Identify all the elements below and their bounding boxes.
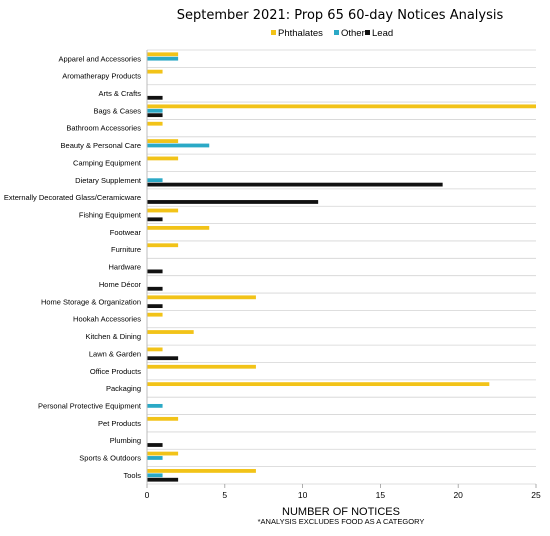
x-tick-label: 15 bbox=[376, 490, 386, 500]
bar-phthalates-sports-outdoors bbox=[147, 451, 179, 456]
x-tick-label: 25 bbox=[531, 490, 541, 500]
x-tick-label: 20 bbox=[453, 490, 463, 500]
legend-label-lead: Lead bbox=[372, 28, 393, 39]
bar-phthalates-pet-products bbox=[147, 416, 179, 421]
bar-phthalates-tools bbox=[147, 469, 256, 473]
bar-other-sports-outdoors bbox=[147, 456, 163, 460]
legend: Phthalates Other Lead bbox=[271, 28, 393, 39]
category-label-bathroom-accessories: Bathroom Accessories bbox=[66, 124, 141, 133]
category-label-office-products: Office Products bbox=[90, 367, 141, 376]
category-label-home-storage-organization: Home Storage & Organization bbox=[41, 297, 141, 306]
category-label-lawn-garden: Lawn & Garden bbox=[89, 349, 141, 358]
category-label-personal-protective-equipment: Personal Protective Equipment bbox=[38, 401, 142, 410]
bar-phthalates-apparel-and-accessories bbox=[147, 52, 179, 57]
bar-lead-arts-crafts bbox=[147, 95, 163, 100]
category-label-hookah-accessories: Hookah Accessories bbox=[73, 315, 141, 324]
bar-lead-tools bbox=[147, 477, 179, 482]
bar-phthalates-bathroom-accessories bbox=[147, 121, 163, 126]
bar-phthalates-camping-equipment bbox=[147, 156, 179, 161]
footnote: *ANALYSIS EXCLUDES FOOD AS A CATEGORY bbox=[258, 517, 425, 526]
bar-phthalates-aromatherapy-products bbox=[147, 69, 163, 74]
bar-phthalates-office-products bbox=[147, 364, 256, 369]
category-label-sports-outdoors: Sports & Outdoors bbox=[79, 454, 141, 463]
category-label-pet-products: Pet Products bbox=[98, 419, 141, 428]
bar-lead-hardware bbox=[147, 269, 163, 274]
category-label-home-d-cor: Home Décor bbox=[99, 280, 142, 289]
bar-lead-home-d-cor bbox=[147, 286, 163, 291]
bar-phthalates-packaging bbox=[147, 382, 490, 387]
x-tick-label: 10 bbox=[298, 490, 308, 500]
x-tick-label: 5 bbox=[222, 490, 227, 500]
bar-phthalates-bags-cases bbox=[147, 104, 536, 109]
bar-lead-home-storage-organization bbox=[147, 304, 163, 309]
bar-lead-bags-cases bbox=[147, 113, 163, 118]
category-label-camping-equipment: Camping Equipment bbox=[73, 158, 142, 167]
category-label-aromatherapy-products: Aromatherapy Products bbox=[62, 72, 141, 81]
bar-other-beauty-personal-care bbox=[147, 143, 210, 148]
legend-swatch-phthalates bbox=[271, 30, 276, 35]
category-label-hardware: Hardware bbox=[108, 263, 141, 272]
bar-phthalates-furniture bbox=[147, 243, 179, 248]
x-axis-ticks: 0 5 10 15 20 25 bbox=[145, 484, 541, 500]
bar-other-apparel-and-accessories bbox=[147, 56, 179, 61]
category-label-apparel-and-accessories: Apparel and Accessories bbox=[58, 54, 141, 63]
legend-label-phthalates: Phthalates bbox=[278, 28, 323, 39]
bar-phthalates-kitchen-dining bbox=[147, 330, 194, 334]
category-label-plumbing: Plumbing bbox=[110, 436, 141, 445]
bar-lead-fishing-equipment bbox=[147, 217, 163, 222]
bar-other-tools bbox=[147, 473, 163, 478]
bar-phthalates-home-storage-organization bbox=[147, 295, 256, 300]
bar-other-dietary-supplement bbox=[147, 178, 163, 183]
category-label-kitchen-dining: Kitchen & Dining bbox=[86, 332, 141, 341]
chart-title: September 2021: Prop 65 60-day Notices A… bbox=[177, 8, 504, 23]
category-label-arts-crafts: Arts & Crafts bbox=[98, 89, 141, 98]
bar-phthalates-fishing-equipment bbox=[147, 208, 179, 213]
bar-lead-externally-decorated-glass-ceramicware bbox=[147, 200, 319, 204]
row-separators bbox=[146, 49, 536, 485]
bar-phthalates-lawn-garden bbox=[147, 347, 163, 352]
category-labels: Apparel and Accessories Aromatherapy Prod… bbox=[4, 54, 142, 480]
bar-other-bags-cases bbox=[147, 108, 163, 113]
category-label-beauty-personal-care: Beauty & Personal Care bbox=[61, 141, 141, 150]
category-label-fishing-equipment: Fishing Equipment bbox=[79, 211, 142, 220]
category-label-dietary-supplement: Dietary Supplement bbox=[75, 176, 142, 185]
bar-lead-plumbing bbox=[147, 443, 163, 447]
bar-other-personal-protective-equipment bbox=[147, 403, 163, 408]
bar-phthalates-beauty-personal-care bbox=[147, 139, 179, 143]
bar-phthalates-hookah-accessories bbox=[147, 312, 163, 317]
bar-lead-lawn-garden bbox=[147, 356, 179, 361]
category-label-footwear: Footwear bbox=[110, 228, 142, 237]
x-axis-title: NUMBER OF NOTICES bbox=[282, 506, 400, 518]
bar-phthalates-footwear bbox=[147, 225, 210, 230]
x-tick-label: 0 bbox=[145, 490, 150, 500]
category-label-furniture: Furniture bbox=[111, 245, 141, 254]
category-label-tools: Tools bbox=[123, 471, 141, 480]
category-label-bags-cases: Bags & Cases bbox=[93, 106, 141, 115]
bar-lead-dietary-supplement bbox=[147, 182, 443, 187]
bars bbox=[147, 52, 536, 482]
legend-swatch-other bbox=[334, 30, 339, 35]
legend-swatch-lead bbox=[365, 30, 370, 35]
category-label-packaging: Packaging bbox=[106, 384, 141, 393]
category-label-externally-decorated-glass-ceramicware: Externally Decorated Glass/Ceramicware bbox=[4, 193, 141, 202]
legend-label-other: Other bbox=[341, 28, 365, 39]
